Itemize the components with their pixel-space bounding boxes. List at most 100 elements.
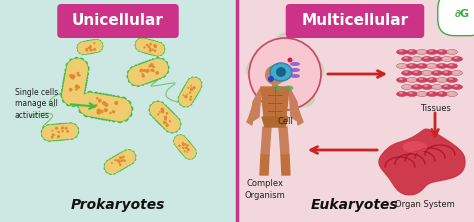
Ellipse shape [441, 85, 453, 89]
Circle shape [77, 72, 79, 74]
Polygon shape [289, 87, 299, 122]
Ellipse shape [402, 141, 428, 153]
Circle shape [103, 102, 106, 105]
Ellipse shape [449, 64, 453, 66]
Ellipse shape [407, 50, 418, 54]
Ellipse shape [452, 85, 463, 89]
Circle shape [164, 122, 165, 123]
Circle shape [70, 88, 72, 91]
Polygon shape [150, 102, 180, 132]
Ellipse shape [399, 64, 403, 66]
Circle shape [190, 99, 191, 100]
Ellipse shape [439, 92, 443, 94]
Circle shape [288, 57, 292, 63]
Circle shape [57, 136, 59, 138]
Polygon shape [79, 93, 131, 121]
Text: Unicellular: Unicellular [72, 14, 164, 28]
Circle shape [166, 113, 168, 114]
Circle shape [95, 105, 97, 106]
Ellipse shape [447, 63, 457, 69]
Ellipse shape [441, 71, 453, 75]
Circle shape [182, 144, 184, 145]
Ellipse shape [447, 77, 457, 83]
Ellipse shape [429, 78, 433, 80]
Circle shape [97, 98, 98, 99]
Ellipse shape [414, 71, 418, 73]
Ellipse shape [419, 50, 423, 52]
Polygon shape [379, 129, 465, 195]
Ellipse shape [434, 57, 438, 59]
Circle shape [62, 127, 64, 128]
Circle shape [72, 76, 74, 79]
Polygon shape [135, 38, 165, 56]
Circle shape [62, 128, 63, 129]
Polygon shape [77, 40, 103, 55]
Polygon shape [43, 124, 77, 140]
Circle shape [76, 89, 77, 90]
Circle shape [150, 44, 151, 45]
Text: Cell: Cell [277, 117, 293, 126]
Polygon shape [246, 33, 323, 109]
Ellipse shape [417, 63, 428, 69]
Ellipse shape [437, 77, 447, 83]
Text: Prokaryotes: Prokaryotes [71, 198, 165, 212]
Ellipse shape [419, 78, 423, 80]
Ellipse shape [444, 71, 448, 73]
Circle shape [155, 46, 156, 48]
Ellipse shape [290, 68, 300, 72]
Circle shape [146, 44, 148, 46]
Ellipse shape [404, 85, 408, 87]
Circle shape [148, 46, 149, 47]
Circle shape [193, 87, 195, 89]
Ellipse shape [439, 50, 443, 52]
Circle shape [79, 75, 80, 76]
Circle shape [170, 121, 171, 122]
Ellipse shape [452, 57, 463, 61]
Polygon shape [179, 78, 201, 106]
Circle shape [162, 111, 164, 113]
Circle shape [117, 160, 119, 161]
Circle shape [70, 75, 73, 77]
Bar [237, 0, 474, 222]
Ellipse shape [404, 57, 408, 59]
Ellipse shape [434, 71, 438, 73]
Ellipse shape [396, 77, 408, 83]
Circle shape [162, 109, 164, 111]
Ellipse shape [417, 50, 428, 54]
Ellipse shape [419, 92, 423, 94]
Ellipse shape [452, 71, 463, 75]
Circle shape [112, 111, 115, 113]
Circle shape [91, 50, 92, 51]
Circle shape [100, 110, 103, 113]
Text: ∂G: ∂G [455, 9, 470, 19]
Ellipse shape [407, 63, 418, 69]
Circle shape [150, 64, 153, 66]
Ellipse shape [431, 71, 443, 75]
Ellipse shape [421, 57, 432, 61]
Text: Organ System: Organ System [395, 200, 455, 209]
Circle shape [115, 102, 118, 105]
Circle shape [153, 66, 154, 67]
Circle shape [99, 99, 101, 102]
Ellipse shape [424, 85, 428, 87]
Ellipse shape [409, 92, 413, 94]
Ellipse shape [437, 91, 447, 97]
Circle shape [154, 45, 156, 47]
Ellipse shape [444, 85, 448, 87]
Polygon shape [260, 155, 269, 175]
Polygon shape [78, 40, 102, 54]
Ellipse shape [414, 57, 418, 59]
Circle shape [97, 109, 100, 112]
Ellipse shape [454, 85, 458, 87]
Ellipse shape [429, 50, 433, 52]
Circle shape [144, 47, 145, 48]
Ellipse shape [419, 64, 423, 66]
Ellipse shape [396, 50, 408, 54]
Ellipse shape [396, 91, 408, 97]
Circle shape [191, 89, 192, 90]
Circle shape [73, 75, 75, 77]
Ellipse shape [401, 57, 412, 61]
Circle shape [105, 103, 108, 106]
Circle shape [190, 92, 191, 93]
Ellipse shape [444, 57, 448, 59]
